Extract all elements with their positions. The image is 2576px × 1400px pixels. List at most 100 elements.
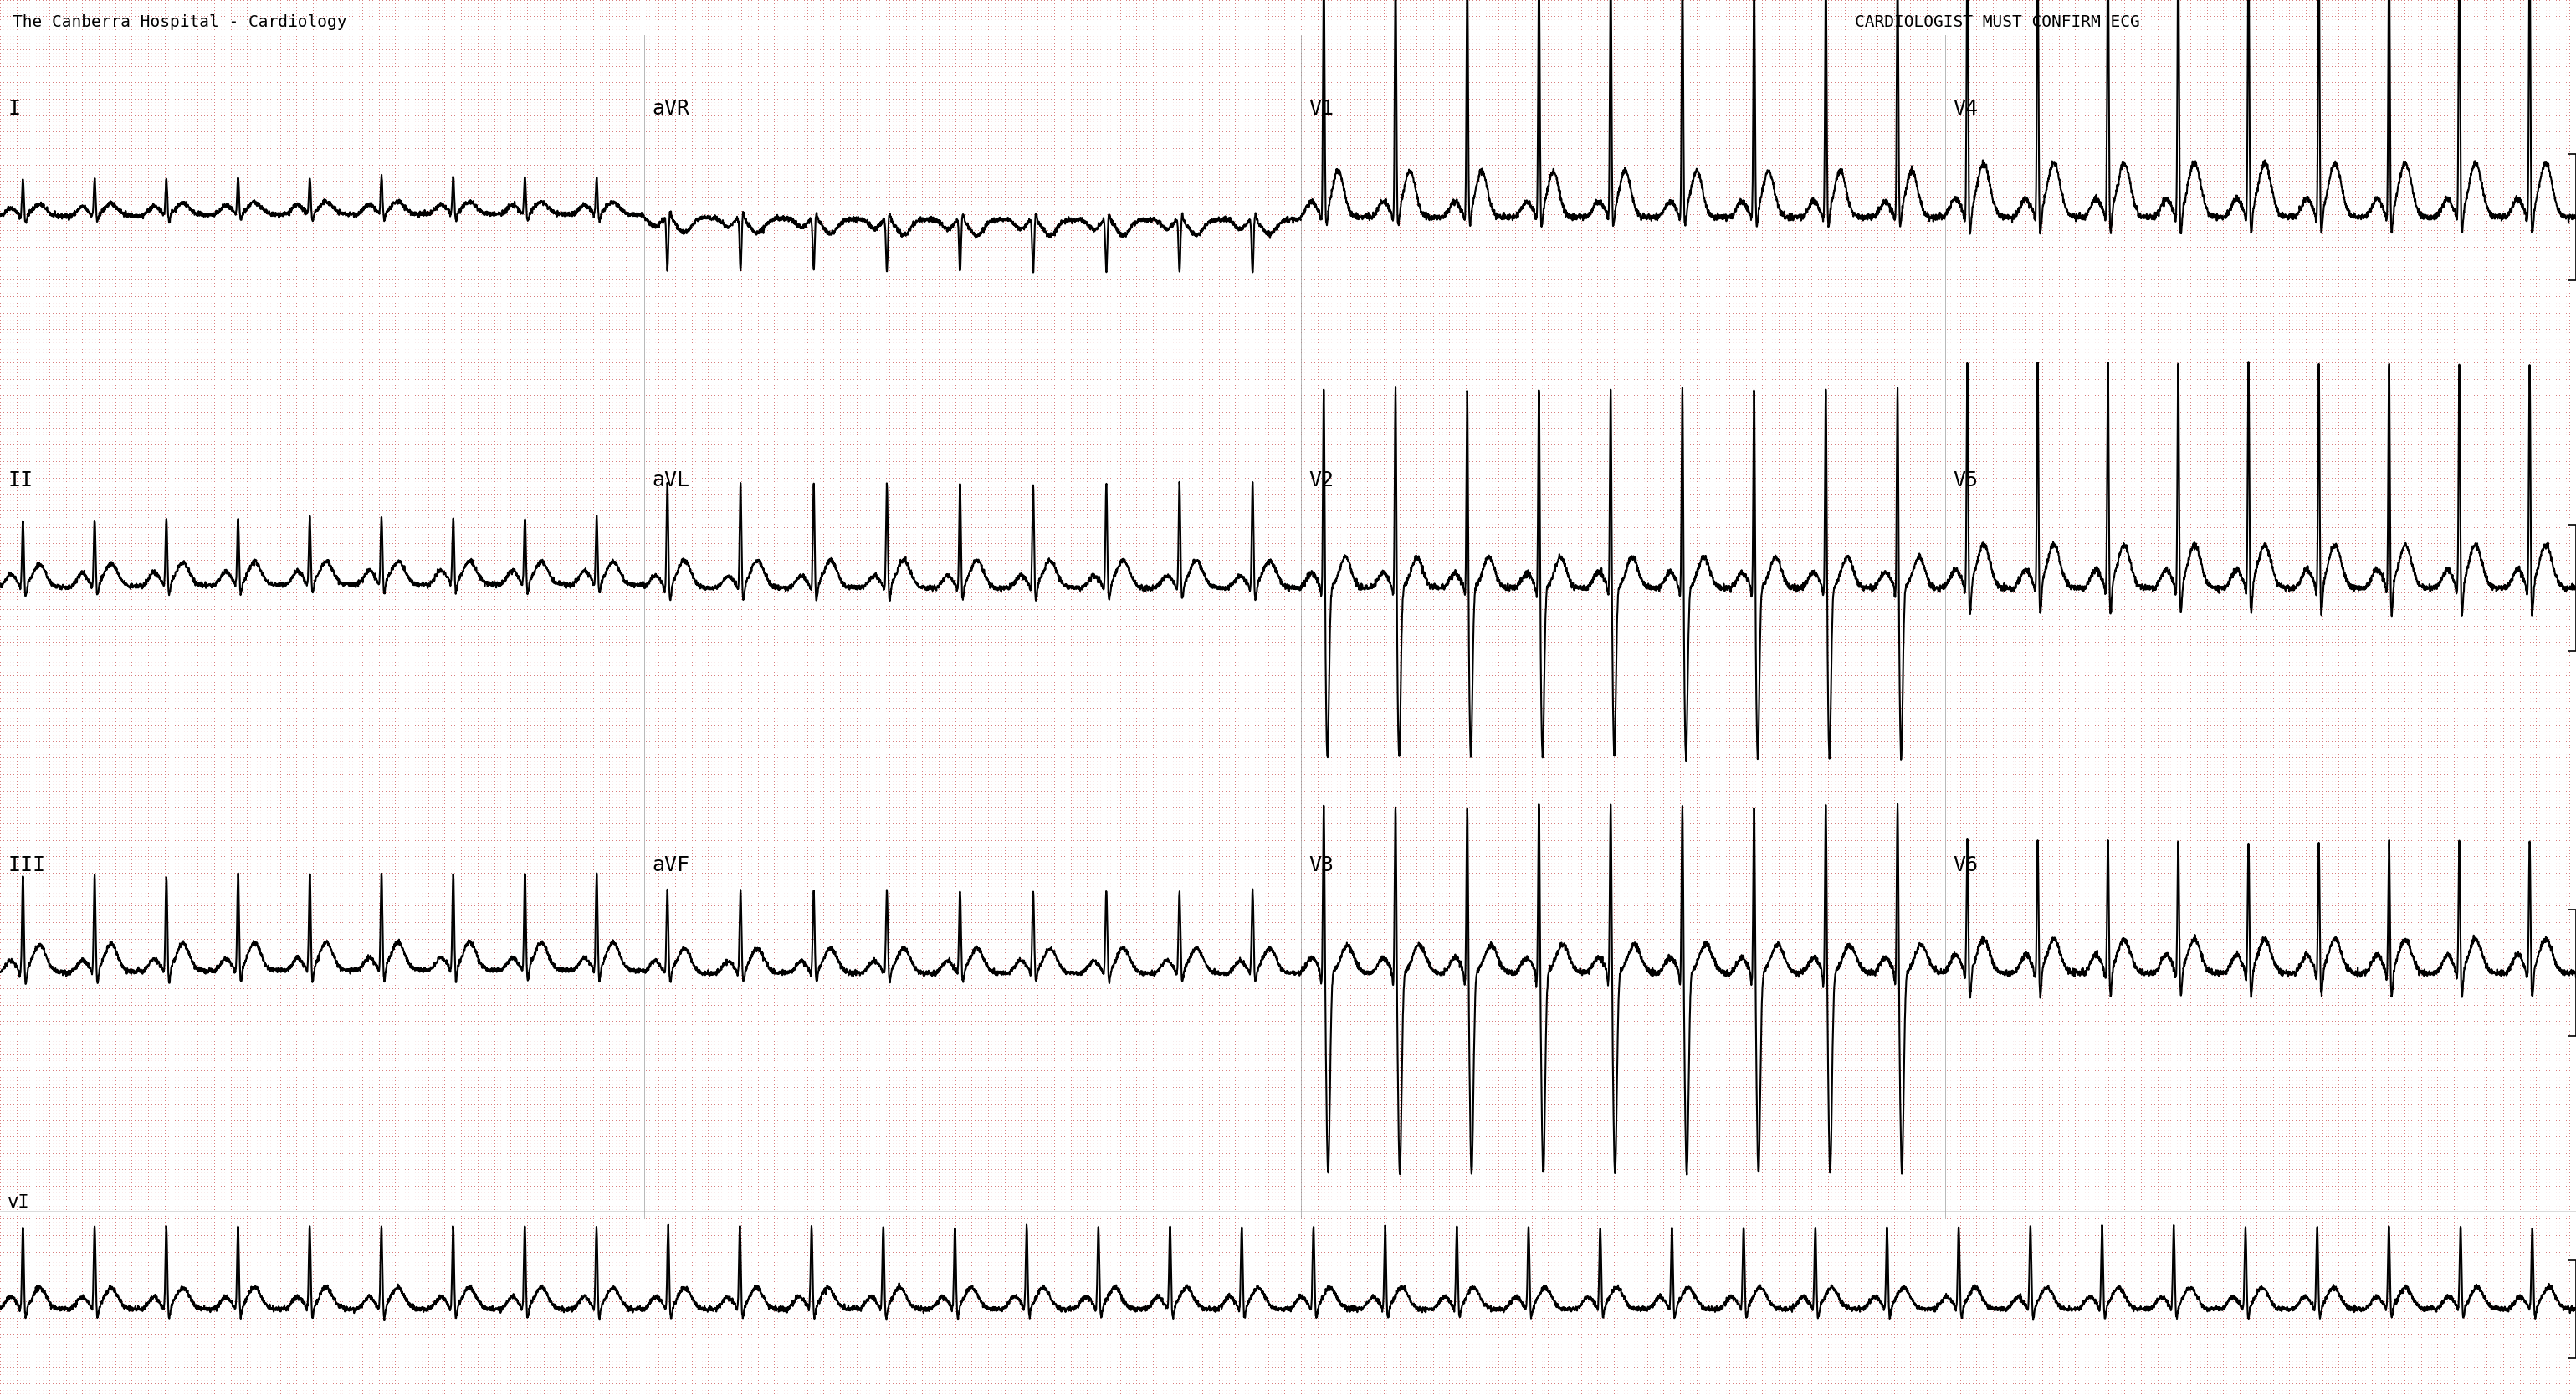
Point [2241, 1382, 2282, 1400]
Point [1100, 143, 1141, 165]
Point [677, 1238, 719, 1260]
Point [2257, 388, 2298, 410]
Point [88, 140, 129, 162]
Point [2210, 944, 2251, 966]
Point [404, 829, 446, 851]
Point [497, 143, 538, 165]
Point [2169, 1376, 2210, 1399]
Point [206, 1063, 247, 1085]
Point [1247, 792, 1288, 815]
Point [1293, 519, 1334, 542]
Point [1365, 846, 1406, 868]
Point [1082, 790, 1123, 812]
Point [2249, 1033, 2290, 1056]
Point [160, 1121, 201, 1144]
Point [649, 661, 690, 683]
Point [1736, 931, 1777, 953]
Point [605, 1296, 647, 1319]
Point [618, 1326, 659, 1348]
Point [1656, 174, 1698, 196]
Point [1765, 281, 1806, 304]
Point [242, 1270, 283, 1292]
Point [2063, 683, 2105, 706]
Point [1579, 62, 1620, 84]
Point [2324, 6, 2365, 28]
Point [1100, 1158, 1141, 1180]
Point [533, 157, 574, 179]
Point [2087, 463, 2128, 486]
Point [188, 736, 229, 759]
Point [1046, 378, 1087, 400]
Point [773, 568, 814, 591]
Point [1950, 388, 1991, 410]
Point [2555, 328, 2576, 350]
Point [2159, 361, 2200, 384]
Point [2166, 276, 2208, 298]
Point [1775, 259, 1816, 281]
Point [672, 1036, 714, 1058]
Point [1118, 895, 1159, 917]
Point [2202, 776, 2244, 798]
Point [41, 1382, 82, 1400]
Point [2496, 437, 2537, 459]
Point [2169, 1036, 2210, 1058]
Point [652, 1277, 693, 1299]
Point [1236, 1267, 1278, 1289]
Point [866, 252, 907, 274]
Point [2259, 637, 2300, 659]
Point [2365, 1274, 2406, 1296]
Point [876, 1284, 917, 1306]
Point [2025, 235, 2066, 258]
Point [832, 510, 873, 532]
Point [1808, 729, 1850, 752]
Point [2293, 598, 2334, 620]
Point [232, 74, 273, 97]
Point [1507, 1194, 1548, 1217]
Point [1077, 895, 1118, 917]
Point [2275, 1119, 2316, 1141]
Point [2192, 1079, 2233, 1102]
Point [1883, 223, 1924, 245]
Point [2558, 654, 2576, 676]
Point [332, 851, 374, 874]
Point [1481, 1131, 1522, 1154]
Point [1303, 1172, 1345, 1194]
Point [2411, 1128, 2452, 1151]
Point [204, 1323, 245, 1345]
Point [111, 1065, 152, 1088]
Point [1811, 1145, 1852, 1168]
Point [1159, 783, 1200, 805]
Point [2429, 486, 2470, 508]
Point [1556, 766, 1597, 788]
Point [440, 756, 482, 778]
Point [2295, 644, 2336, 666]
Point [809, 1, 850, 24]
Point [938, 288, 979, 311]
Point [108, 897, 149, 920]
Point [1123, 566, 1164, 588]
Point [381, 440, 422, 462]
Point [1597, 994, 1638, 1016]
Point [1682, 1340, 1723, 1362]
Point [98, 0, 139, 21]
Point [366, 960, 407, 983]
Point [1113, 64, 1154, 87]
Point [556, 977, 598, 1000]
Point [1092, 305, 1133, 328]
Point [1414, 984, 1455, 1007]
Point [2411, 25, 2452, 48]
Point [1917, 559, 1958, 581]
Point [430, 588, 471, 610]
Point [1749, 28, 1790, 50]
Point [474, 951, 515, 973]
Point [0, 1119, 31, 1141]
Point [1893, 179, 1935, 202]
Point [1855, 483, 1896, 505]
Point [1414, 31, 1455, 53]
Point [531, 342, 572, 364]
Point [1795, 525, 1837, 547]
Point [2084, 496, 2125, 518]
Point [891, 179, 933, 202]
Point [531, 42, 572, 64]
Point [2375, 780, 2416, 802]
